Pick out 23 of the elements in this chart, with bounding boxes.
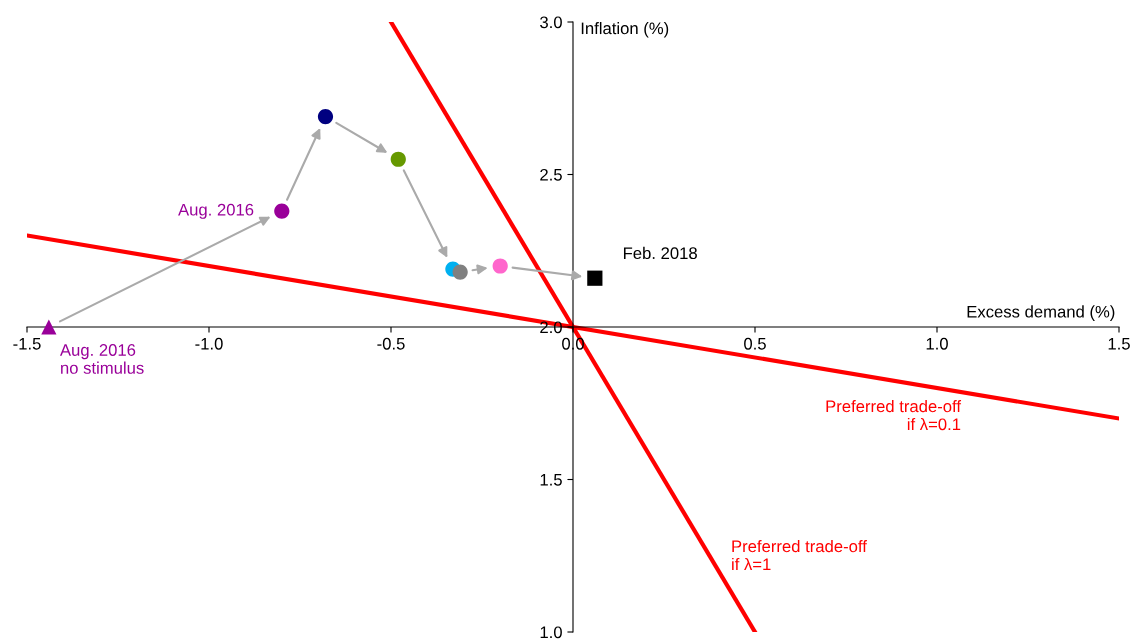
y-tick-label: 3.0	[540, 16, 562, 29]
y-tick-label: 1.5	[540, 474, 562, 486]
point	[317, 108, 334, 125]
point	[492, 258, 508, 274]
x-tick-label: 1.5	[1108, 338, 1130, 350]
y-tick-label: 1.0	[540, 626, 562, 639]
point	[390, 151, 406, 167]
x-tick-label: 0.5	[744, 337, 766, 350]
point	[587, 270, 603, 286]
annotation: Aug. 2016	[178, 203, 254, 219]
x-tick-label: -0.5	[377, 337, 405, 350]
point	[452, 264, 468, 280]
x-tick-label: -1.5	[13, 338, 41, 350]
point	[41, 319, 57, 335]
annotation: Aug. 2016 no stimulus	[59, 344, 144, 374]
x-tick-label: 1.0	[926, 337, 948, 350]
y-axis-title: Inflation (%)	[581, 22, 669, 38]
annotation: Preferred trade-off if λ=0.1	[826, 400, 962, 431]
y-tick-label: 2.5	[540, 168, 562, 181]
x-tick-label: -1.0	[195, 337, 223, 350]
annotation: Preferred trade-off if λ=1	[732, 540, 867, 571]
annotation: Feb. 2018	[623, 246, 697, 260]
x-axis-title: Excess demand (%)	[967, 305, 1115, 321]
